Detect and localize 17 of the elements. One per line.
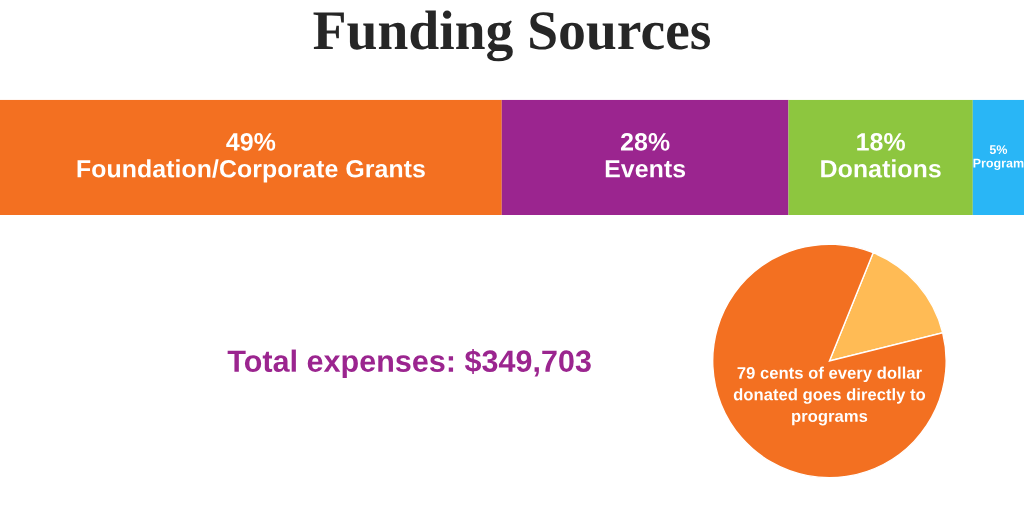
- series-label: Donations: [821, 159, 941, 178]
- data-label: 28%: [620, 132, 670, 151]
- bar: [0, 99, 502, 216]
- data-label: 49%: [226, 132, 276, 151]
- pie-slice: [712, 243, 947, 479]
- chart-title: Funding Sources: [313, 10, 711, 62]
- text: 79 cents of every dollar donated goes directly to programs: [733, 366, 926, 426]
- bar: [501, 99, 789, 216]
- data-label: 5%: [989, 145, 1008, 155]
- series-label: Foundation/Corporate Grants: [77, 159, 425, 183]
- bar: [972, 99, 1024, 216]
- text: Total expenses: $349,703: [227, 349, 591, 379]
- series-label: Events: [605, 160, 686, 178]
- pie-slice: [828, 252, 944, 362]
- bar: [788, 99, 973, 216]
- data-label: 18%: [857, 132, 905, 151]
- series-label: Program: [973, 158, 1024, 171]
